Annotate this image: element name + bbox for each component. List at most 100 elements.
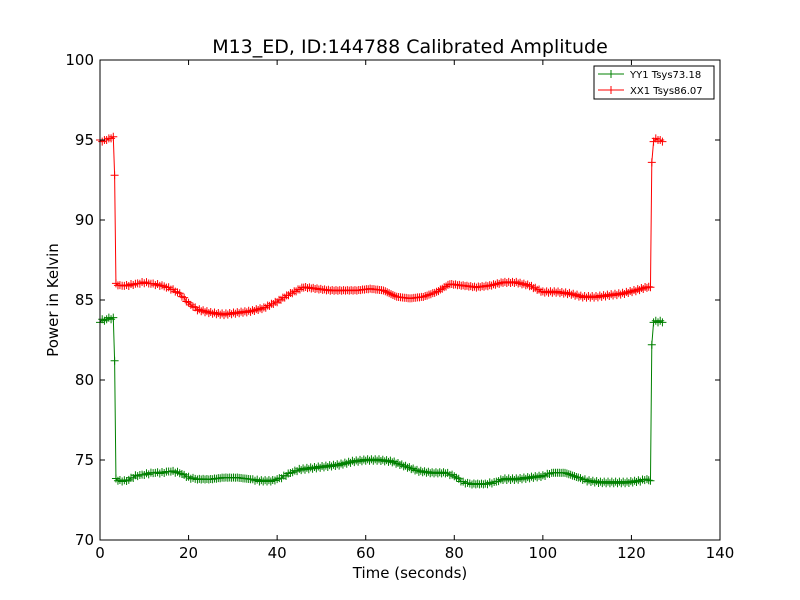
data-point — [430, 288, 439, 297]
data-point — [269, 300, 278, 309]
legend-label-yy1: YY1 Tsys73.18 — [629, 70, 701, 81]
data-point — [109, 313, 118, 322]
data-point — [256, 304, 265, 313]
ticks-layer: 0 20 40 60 80 100 120 140 70 75 80 85 90 95 100 — [65, 51, 734, 562]
data-point — [642, 475, 651, 484]
data-point — [439, 468, 448, 477]
data-point — [574, 292, 583, 301]
data-point — [257, 305, 266, 314]
y-tick-label: 90 — [75, 211, 94, 229]
data-point — [491, 280, 500, 289]
data-point — [419, 292, 428, 301]
data-point — [647, 340, 656, 349]
data-point — [566, 470, 575, 479]
x-tick-label: 0 — [95, 544, 105, 562]
data-point — [639, 284, 648, 293]
data-point — [383, 288, 392, 297]
data-point — [412, 465, 421, 474]
data-point — [658, 318, 667, 327]
data-point — [111, 279, 120, 288]
y-tick-label: 85 — [75, 291, 94, 309]
x-axis-label: Time (seconds) — [352, 564, 468, 582]
data-point — [562, 469, 571, 478]
data-point — [204, 309, 213, 318]
data-point — [521, 281, 530, 290]
data-point — [573, 290, 582, 299]
data-point — [254, 306, 263, 315]
legend-label-xx1: XX1 Tsys86.07 — [630, 86, 703, 97]
data-point — [390, 457, 399, 466]
x-tick-label: 120 — [617, 544, 646, 562]
data-point — [395, 461, 404, 470]
data-point — [246, 307, 255, 316]
data-point — [388, 458, 397, 467]
y-tick-label: 95 — [75, 131, 94, 149]
data-point — [403, 463, 412, 472]
data-point — [109, 132, 118, 141]
data-point — [250, 306, 259, 315]
y-tick-label: 80 — [75, 371, 94, 389]
data-point — [616, 290, 625, 299]
chart-title: M13_ED, ID:144788 Calibrated Amplitude — [212, 36, 608, 58]
data-point — [110, 356, 119, 365]
data-point — [379, 286, 388, 295]
legend-box — [593, 65, 715, 100]
series-markers-0 — [96, 313, 667, 489]
x-tick-label: 60 — [356, 544, 375, 562]
data-point — [565, 288, 574, 297]
data-point — [519, 279, 528, 288]
data-point — [561, 468, 569, 477]
data-point — [386, 456, 395, 465]
data-point — [342, 459, 351, 468]
y-tick-label: 70 — [75, 531, 94, 549]
series-markers-1 — [96, 132, 667, 320]
data-point — [426, 290, 435, 299]
y-tick-label: 75 — [75, 451, 94, 469]
data-point — [658, 137, 667, 146]
data-point — [624, 289, 633, 298]
data-point — [392, 459, 401, 468]
x-tick-label: 100 — [529, 544, 558, 562]
series-layer — [96, 132, 667, 489]
data-point — [646, 283, 655, 292]
x-tick-label: 20 — [179, 544, 198, 562]
data-point — [487, 281, 496, 290]
data-point — [409, 464, 418, 473]
data-point — [628, 288, 637, 297]
data-point — [295, 285, 304, 294]
x-tick-label: 80 — [445, 544, 464, 562]
data-point — [569, 289, 578, 298]
legend-marker-xx1 — [607, 86, 615, 94]
data-point — [381, 287, 390, 296]
data-point — [523, 280, 532, 289]
data-point — [564, 470, 573, 479]
data-point — [642, 283, 651, 292]
data-point — [346, 458, 355, 467]
data-point — [397, 460, 406, 469]
data-point — [292, 287, 301, 296]
data-point — [266, 477, 275, 486]
x-tick-label: 140 — [706, 544, 735, 562]
data-point — [195, 305, 204, 314]
data-point — [387, 290, 396, 299]
legend-marker-yy1 — [607, 70, 615, 78]
data-point — [390, 291, 399, 300]
data-point — [199, 306, 208, 315]
data-point — [393, 458, 402, 467]
data-point — [512, 277, 521, 286]
data-point — [644, 476, 653, 485]
data-point — [646, 476, 655, 485]
data-point — [338, 460, 347, 469]
data-point — [202, 307, 211, 316]
data-point — [423, 291, 432, 300]
y-tick-label: 100 — [65, 51, 94, 69]
data-point — [407, 465, 416, 474]
data-point — [483, 282, 492, 291]
data-point — [405, 463, 414, 472]
data-point — [631, 287, 640, 296]
data-point — [385, 289, 394, 298]
data-point — [265, 301, 274, 310]
data-point — [388, 290, 397, 299]
data-point — [288, 289, 297, 298]
